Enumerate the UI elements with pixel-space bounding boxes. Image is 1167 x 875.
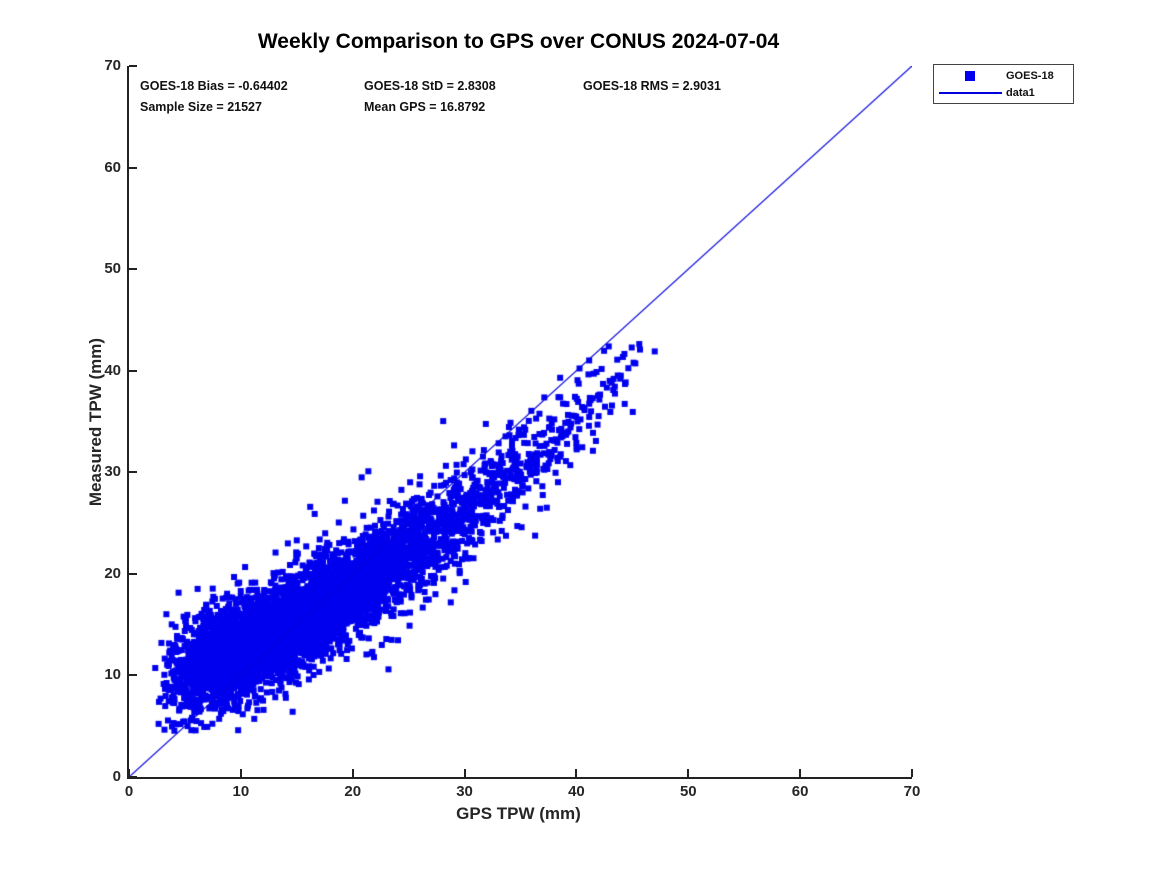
x-tick-label: 10 (232, 783, 250, 800)
y-tick-label: 50 (104, 260, 121, 278)
plot-area: 0 10 20 30 40 50 60 70 0 10 20 30 40 50 60 70 (104, 57, 920, 800)
x-tick (351, 769, 354, 777)
y-tick (129, 65, 137, 67)
y-tick-label: 40 (104, 361, 121, 379)
y-tick-label: 0 (112, 768, 121, 785)
legend-entry-goes18: GOES-18 (934, 68, 1073, 83)
x-tick (911, 769, 913, 777)
x-tick (463, 769, 466, 777)
legend-label: GOES-18 (1006, 69, 1054, 82)
x-tick (687, 769, 690, 777)
x-tick-label: 60 (791, 783, 809, 800)
y-tick (129, 674, 137, 677)
y-tick (129, 471, 137, 474)
x-axis-label: GPS TPW (mm) (456, 804, 581, 823)
y-tick (129, 572, 137, 575)
y-tick (129, 369, 137, 372)
legend-label: data1 (1006, 86, 1035, 99)
y-tick (129, 268, 137, 271)
legend-swatch (934, 91, 1006, 94)
chart-title: Weekly Comparison to GPS over CONUS 2024… (257, 30, 780, 53)
y-tick-label: 60 (104, 158, 121, 176)
legend-entry-data1: data1 (934, 85, 1073, 100)
y-tick-label: 30 (104, 463, 121, 481)
x-tick-label: 50 (679, 783, 697, 800)
x-tick (575, 769, 578, 777)
x-tick (128, 769, 130, 777)
y-tick-label: 20 (104, 564, 121, 582)
y-axis-label: Measured TPW (mm) (86, 337, 105, 507)
scatter-canvas (129, 66, 912, 777)
x-tick-label: 0 (124, 783, 134, 800)
legend-square-marker-icon (965, 70, 975, 81)
legend-swatch (934, 70, 1006, 81)
x-tick (799, 769, 802, 777)
x-tick-label: 20 (344, 783, 362, 800)
x-tick (239, 769, 242, 777)
y-tick-label: 10 (104, 666, 121, 684)
y-tick-label: 70 (104, 57, 121, 74)
y-tick (129, 776, 137, 778)
legend-line-marker-icon (938, 91, 1002, 94)
legend: GOES-18 data1 (933, 64, 1074, 104)
x-tick-label: 40 (568, 783, 585, 800)
x-tick-label: 30 (456, 783, 473, 800)
y-tick (129, 166, 137, 169)
x-tick-label: 70 (903, 783, 921, 800)
